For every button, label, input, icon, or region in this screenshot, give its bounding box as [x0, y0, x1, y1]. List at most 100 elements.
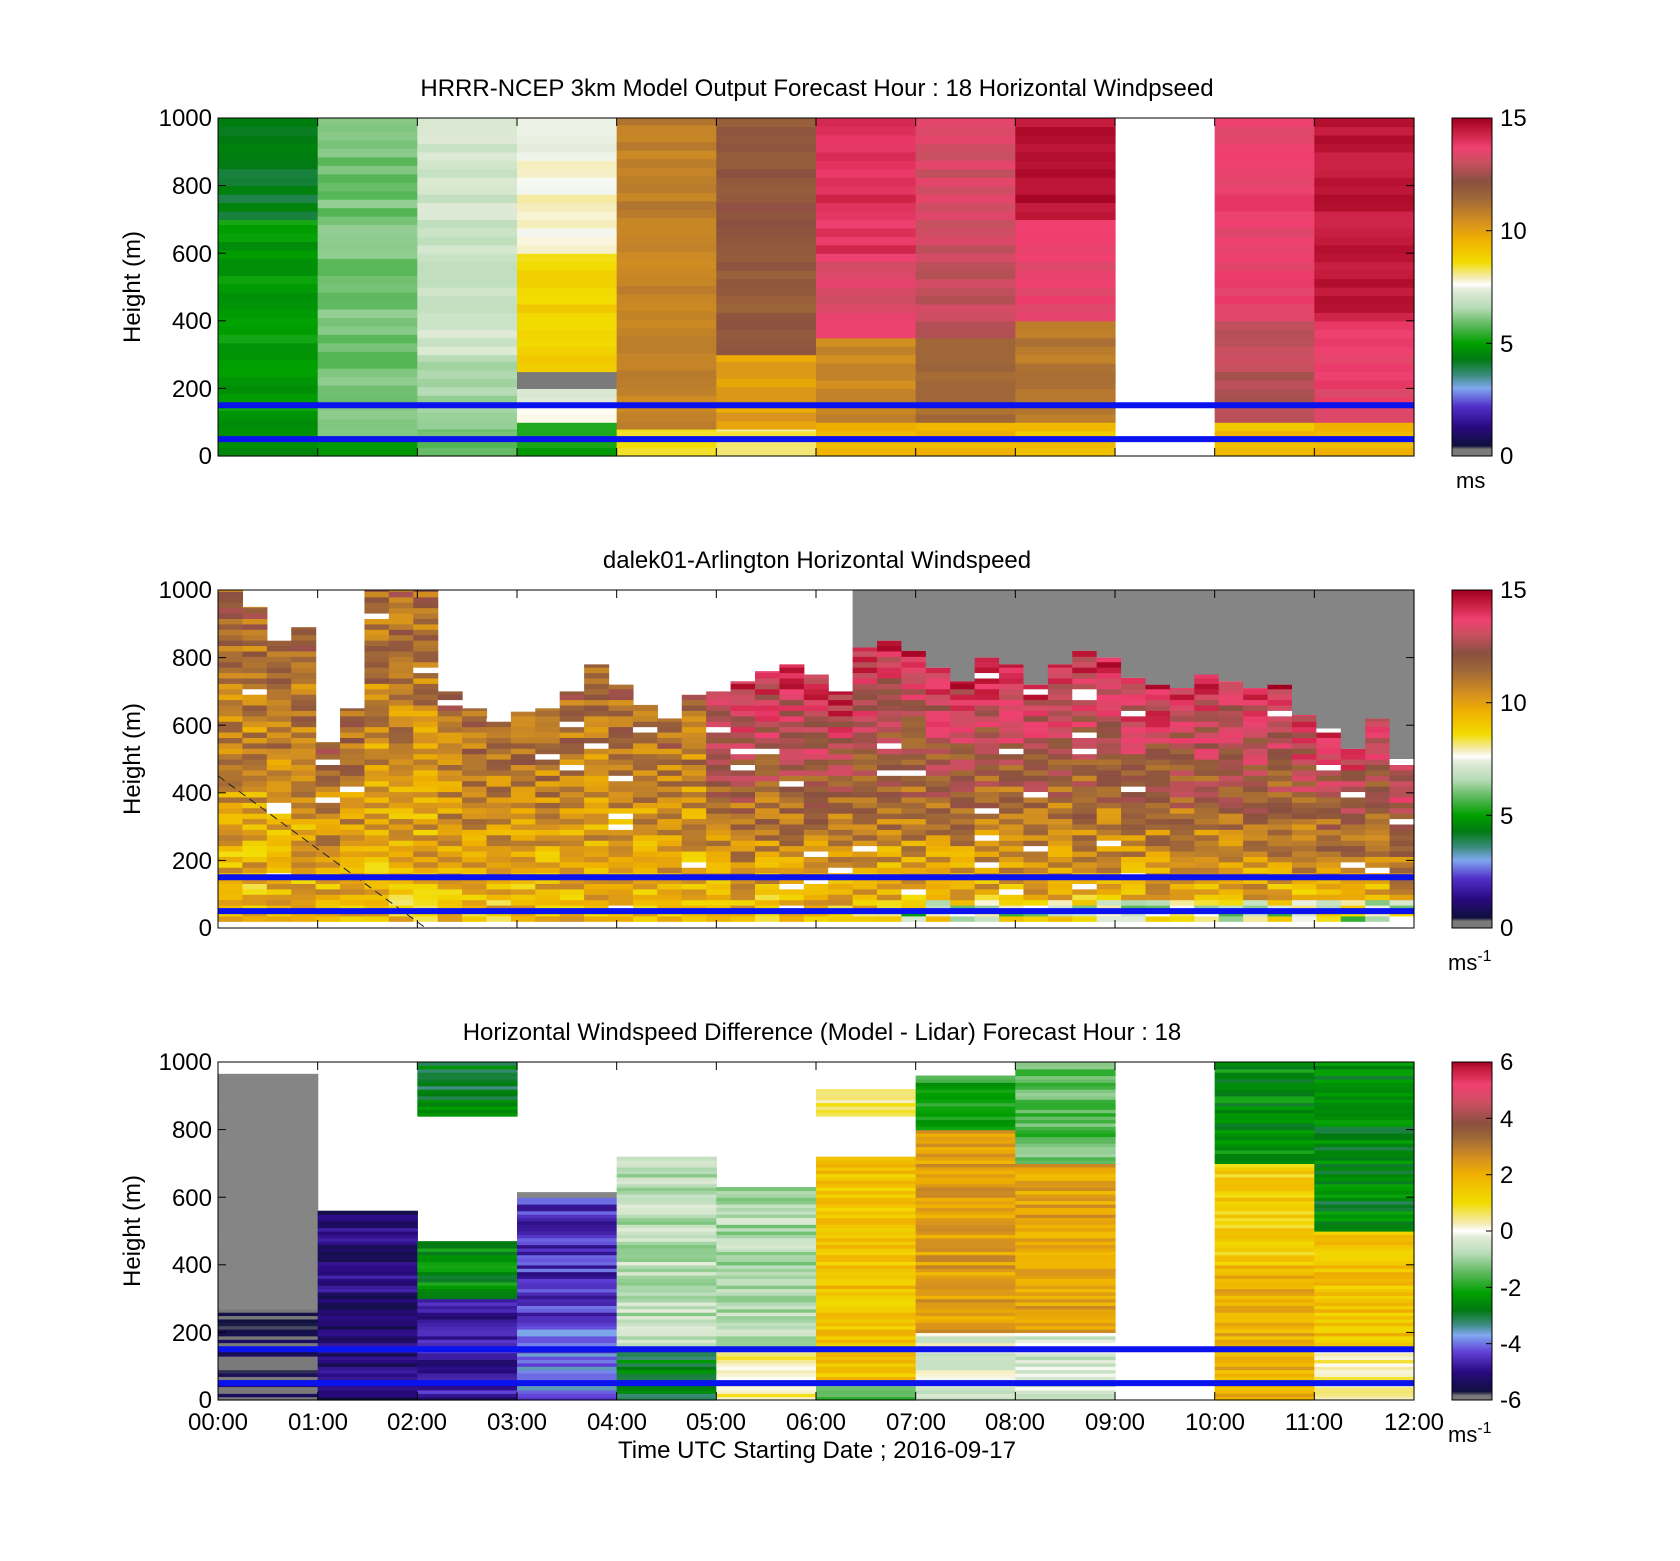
heatmap-cell — [438, 867, 463, 873]
heatmap-cell — [716, 355, 816, 362]
heatmap-cell — [828, 791, 853, 797]
panel-1-title: HRRR-NCEP 3km Model Output Forecast Hour… — [420, 75, 1213, 102]
heatmap-cell — [926, 668, 951, 673]
heatmap-cell — [1314, 253, 1414, 262]
heatmap-cell — [755, 846, 780, 852]
heatmap-cell — [901, 737, 926, 743]
heatmap-cell — [609, 916, 634, 922]
panel-3-cbar-unit-sup: -1 — [1477, 1420, 1491, 1437]
heatmap-cell — [609, 840, 634, 846]
heatmap-cell — [779, 700, 804, 706]
heatmap-cell — [779, 900, 804, 906]
heatmap-cell — [816, 1157, 916, 1161]
heatmap-cell — [340, 737, 365, 743]
heatmap-cell — [511, 824, 536, 830]
heatmap-cell — [584, 856, 609, 862]
heatmap-cell — [511, 770, 536, 776]
heatmap-cell — [560, 705, 585, 711]
heatmap-cell — [218, 683, 243, 689]
heatmap-cell — [1268, 721, 1293, 727]
heatmap-cell — [1314, 228, 1414, 237]
heatmap-cell — [804, 759, 829, 765]
heatmap-cell — [1341, 889, 1366, 895]
heatmap-cell — [413, 618, 438, 624]
heatmap-cell — [617, 448, 717, 457]
heatmap-cell — [242, 607, 267, 608]
heatmap-cell — [1292, 802, 1317, 808]
heatmap-cell — [804, 818, 829, 824]
heatmap-cell — [853, 721, 878, 727]
heatmap-cell — [218, 645, 243, 651]
heatmap-cell — [1268, 802, 1293, 808]
heatmap-cell — [218, 835, 243, 841]
heatmap-cell — [1194, 802, 1219, 808]
heatmap-cell — [318, 360, 418, 369]
heatmap-cell — [1219, 770, 1244, 776]
heatmap-cell — [417, 177, 517, 186]
heatmap-cell — [291, 640, 316, 646]
heatmap-cell — [1292, 786, 1317, 792]
heatmap-cell — [389, 759, 414, 765]
heatmap-cell — [218, 135, 318, 144]
heatmap-cell — [560, 900, 585, 906]
heatmap-cell — [816, 372, 916, 381]
heatmap-cell — [1243, 727, 1268, 733]
heatmap-cell — [779, 764, 804, 770]
heatmap-cell — [950, 840, 975, 846]
heatmap-cell — [560, 894, 585, 900]
heatmap-cell — [462, 721, 487, 727]
heatmap-cell — [438, 883, 463, 889]
heatmap-cell — [1072, 867, 1097, 873]
heatmap-cell — [291, 867, 316, 873]
heatmap-cell — [682, 770, 707, 776]
heatmap-cell — [316, 808, 341, 814]
heatmap-cell — [1048, 732, 1073, 738]
heatmap-cell — [413, 651, 438, 657]
heatmap-cell — [316, 883, 341, 889]
heatmap-cell — [779, 824, 804, 830]
heatmap-cell — [853, 824, 878, 830]
heatmap-cell — [716, 312, 816, 321]
heatmap-cell — [1365, 894, 1390, 900]
heatmap-cell — [242, 705, 267, 711]
heatmap-cell — [1015, 126, 1115, 135]
heatmap-cell — [1023, 851, 1048, 857]
heatmap-cell — [617, 311, 717, 320]
heatmap-cell — [242, 900, 267, 906]
heatmap-cell — [1121, 737, 1146, 743]
heatmap-cell — [1015, 388, 1115, 397]
heatmap-cell — [716, 160, 816, 169]
heatmap-cell — [1023, 705, 1048, 711]
heatmap-cell — [901, 883, 926, 889]
heatmap-cell — [438, 743, 463, 749]
heatmap-cell — [999, 813, 1024, 819]
heatmap-cell — [389, 732, 414, 738]
heatmap-cell — [1365, 862, 1390, 868]
heatmap-cell — [318, 419, 418, 428]
heatmap-cell — [218, 694, 243, 700]
heatmap-cell — [389, 667, 414, 673]
heatmap-cell — [755, 786, 780, 792]
heatmap-cell — [1194, 705, 1219, 711]
heatmap-cell — [1097, 662, 1122, 668]
panel-1-cbar-tick-10: 10 — [1500, 218, 1527, 245]
heatmap-cell — [318, 284, 418, 293]
heatmap-cell — [413, 689, 438, 695]
heatmap-cell — [1097, 727, 1122, 733]
heatmap-cell — [389, 862, 414, 868]
heatmap-cell — [417, 194, 517, 203]
heatmap-cell — [779, 694, 804, 700]
heatmap-cell — [1316, 775, 1341, 781]
heatmap-cell — [584, 683, 609, 689]
heatmap-cell — [1316, 900, 1341, 906]
heatmap-cell — [755, 770, 780, 776]
heatmap-cell — [417, 270, 517, 279]
heatmap-cell — [511, 748, 536, 754]
heatmap-cell — [1048, 840, 1073, 846]
heatmap-cell — [364, 867, 389, 873]
heatmap-cell — [535, 862, 560, 868]
heatmap-cell — [999, 748, 1024, 754]
heatmap-cell — [609, 867, 634, 873]
heatmap-cell — [1341, 846, 1366, 852]
heatmap-cell — [389, 835, 414, 841]
